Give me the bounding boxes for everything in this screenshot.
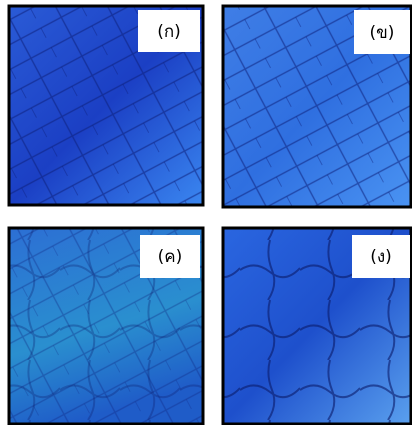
figure: (ก) (ข) (ค) (ง): [0, 0, 412, 425]
panel: (ค): [9, 228, 203, 424]
panel-label: (ง): [370, 247, 392, 267]
panel-label: (ก): [157, 22, 181, 42]
panel: (ง): [223, 228, 411, 424]
panel: (ก): [9, 6, 203, 205]
page: (ก) (ข) (ค) (ง) (() => { const data = JS…: [0, 0, 412, 425]
panel-label: (ข): [370, 23, 395, 43]
panel-label: (ค): [158, 247, 183, 267]
panel: (ข): [223, 6, 411, 207]
